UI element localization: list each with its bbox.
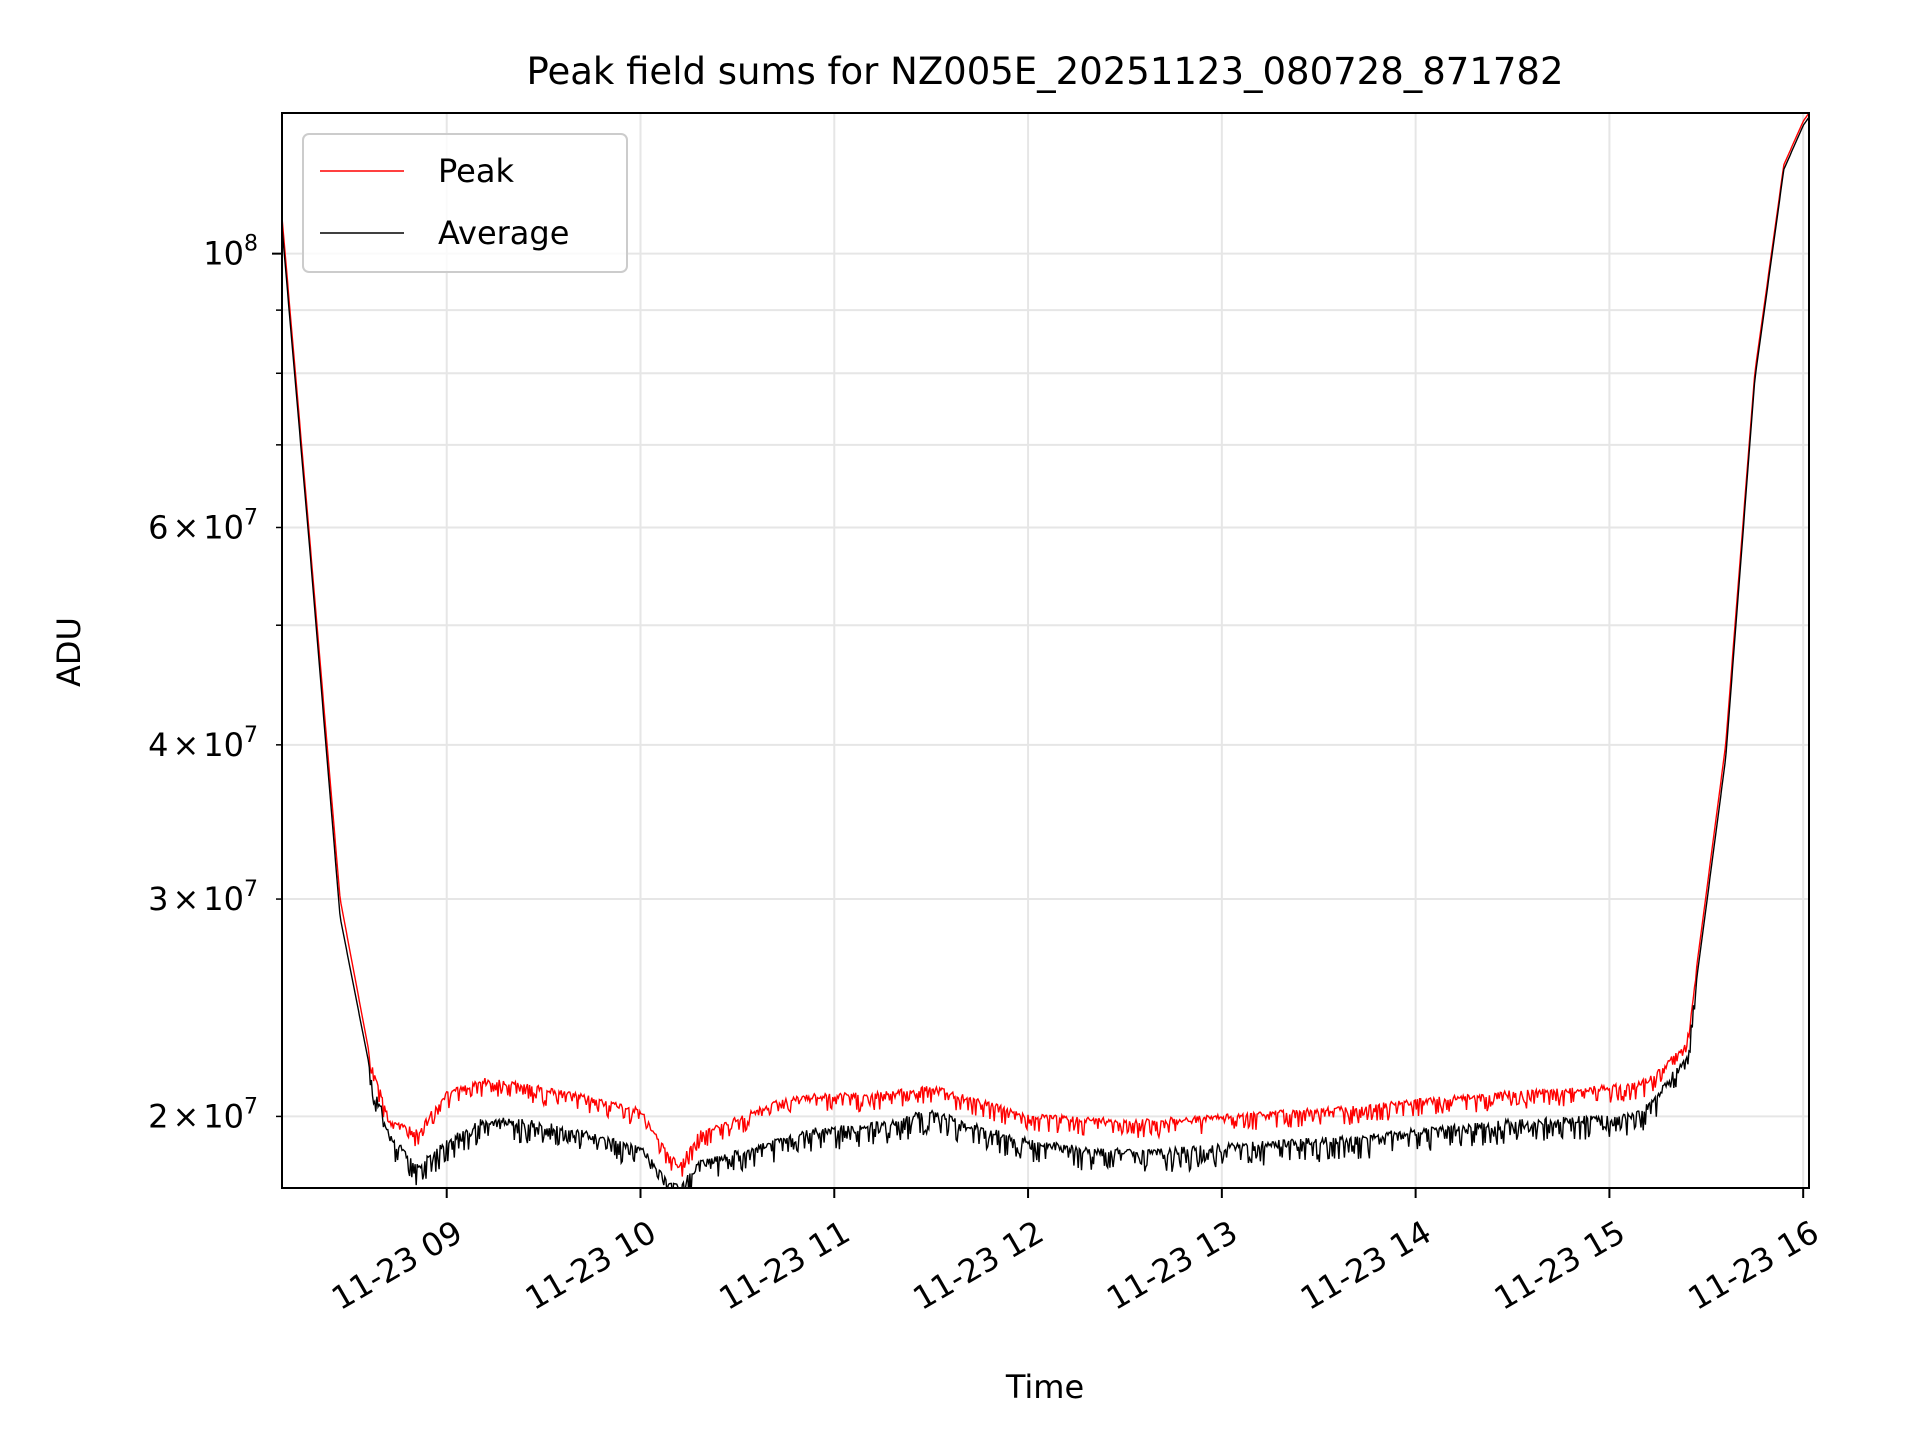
y-tick-exponent: 8 — [244, 232, 258, 257]
y-tick-label: 4 × 107 — [148, 723, 258, 764]
y-tick-base: 10 — [203, 508, 244, 546]
y-tick-exponent: 7 — [244, 723, 258, 748]
y-tick-times: × — [172, 508, 199, 546]
y-tick-times: × — [172, 726, 199, 764]
y-tick-base: 10 — [203, 235, 244, 273]
legend-label-average: Average — [438, 214, 569, 252]
series-layer — [282, 113, 1809, 1188]
y-tick-exponent: 7 — [244, 505, 258, 530]
legend-box — [302, 133, 628, 273]
y-tick-base: 10 — [203, 880, 244, 918]
series-line-average — [282, 116, 1809, 1188]
y-tick-label: 108 — [203, 232, 258, 273]
y-tick-label: 3 × 107 — [148, 877, 258, 918]
x-axis-label: Time — [1005, 1368, 1084, 1406]
plot-area-frame — [281, 112, 1810, 1189]
y-axis-label: ADU — [50, 617, 88, 687]
legend: Peak Average — [302, 133, 628, 273]
grid-layer — [282, 113, 1809, 1188]
y-tick-times: × — [172, 880, 199, 918]
y-tick-exponent: 7 — [244, 1094, 258, 1119]
y-tick-label: 6 × 107 — [148, 505, 258, 546]
y-tick-label: 2 × 107 — [148, 1094, 258, 1135]
y-tick-base: 10 — [203, 1097, 244, 1135]
y-tick-mantissa: 4 — [148, 726, 168, 764]
y-tick-times: × — [172, 1097, 199, 1135]
y-tick-base: 10 — [203, 726, 244, 764]
y-tick-mantissa: 6 — [148, 508, 168, 546]
y-tick-exponent: 7 — [244, 877, 258, 902]
y-tick-mantissa: 3 — [148, 880, 168, 918]
series-line-peak — [282, 113, 1809, 1177]
legend-label-peak: Peak — [438, 152, 514, 190]
chart-title: Peak field sums for NZ005E_20251123_0807… — [527, 50, 1564, 93]
y-tick-mantissa: 2 — [148, 1097, 168, 1135]
